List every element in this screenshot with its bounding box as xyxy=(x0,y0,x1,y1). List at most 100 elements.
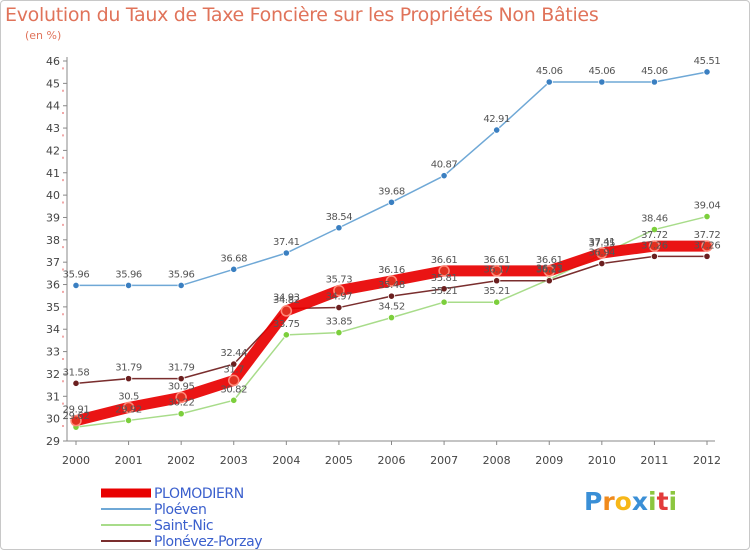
data-label-saint-nic: 38.46 xyxy=(641,214,668,225)
data-point-saint-nic xyxy=(387,314,396,322)
data-point-plomodiern xyxy=(228,374,240,387)
y-tick-label: 42 xyxy=(46,144,60,157)
data-point-plonevez-porzay xyxy=(387,292,396,300)
y-tick-label: 44 xyxy=(46,100,60,113)
y-tick-label: 41 xyxy=(46,167,60,180)
proxiti-logo: Proxiti xyxy=(584,487,677,516)
data-label-ploeven: 35.96 xyxy=(115,269,142,280)
data-label-saint-nic: 35.21 xyxy=(483,286,510,297)
data-label-plonevez-porzay: 36.94 xyxy=(589,248,616,259)
legend-label-plomodiern: PLOMODIERN xyxy=(154,486,244,502)
data-label-plonevez-porzay: 35.81 xyxy=(431,273,458,284)
data-label-ploeven: 45.06 xyxy=(589,66,616,77)
data-point-plonevez-porzay xyxy=(650,252,659,260)
data-point-plomodiern xyxy=(70,414,82,427)
data-point-ploeven xyxy=(387,198,396,206)
logo-letter: r xyxy=(602,487,615,516)
logo-letter: P xyxy=(584,487,603,516)
data-label-plomodiern: 35.73 xyxy=(326,275,353,286)
data-point-plomodiern xyxy=(438,265,450,277)
data-point-saint-nic xyxy=(650,225,659,234)
data-point-plomodiern xyxy=(280,305,293,317)
data-label-plomodiern: 37.72 xyxy=(641,230,668,241)
logo-letter: o xyxy=(614,487,632,516)
data-label-plonevez-porzay: 36.17 xyxy=(483,265,510,276)
data-label-plonevez-porzay: 34.93 xyxy=(273,292,300,303)
data-point-plonevez-porzay xyxy=(598,259,606,268)
data-point-plomodiern xyxy=(596,247,608,259)
data-label-saint-nic: 33.75 xyxy=(273,319,300,330)
data-label-ploeven: 35.96 xyxy=(63,269,90,280)
y-tick-label: 40 xyxy=(46,189,60,202)
data-point-plomodiern xyxy=(648,240,661,252)
x-tick-label: 2000 xyxy=(62,454,90,467)
data-point-plonevez-porzay xyxy=(493,277,501,285)
data-label-ploeven: 39.68 xyxy=(378,186,405,197)
data-point-ploeven xyxy=(545,78,553,86)
data-point-plonevez-porzay xyxy=(72,379,80,387)
y-tick-label: 35 xyxy=(46,301,60,314)
chart-title: Evolution du Taux de Taxe Foncière sur l… xyxy=(5,4,599,26)
data-label-plonevez-porzay: 35.48 xyxy=(378,280,405,291)
y-tick-label: 31 xyxy=(46,390,60,403)
data-point-plomodiern xyxy=(333,284,345,297)
data-label-ploeven: 37.41 xyxy=(273,237,300,248)
data-point-ploeven xyxy=(493,126,501,134)
data-label-plomodiern: 36.61 xyxy=(536,255,563,266)
x-tick-label: 2003 xyxy=(220,454,248,467)
x-tick-label: 2002 xyxy=(167,454,195,467)
y-tick-label: 43 xyxy=(46,122,60,135)
y-tick-label: 29 xyxy=(46,435,60,448)
x-tick-label: 2008 xyxy=(483,454,511,467)
data-point-plonevez-porzay xyxy=(230,360,238,368)
data-label-saint-nic: 35.21 xyxy=(431,286,458,297)
data-label-plomodiern: 30.5 xyxy=(118,391,139,402)
data-point-ploeven xyxy=(72,281,80,290)
data-point-saint-nic xyxy=(282,331,290,339)
data-point-plonevez-porzay xyxy=(545,277,553,285)
data-label-plomodiern: 31.7 xyxy=(223,364,244,375)
data-point-plonevez-porzay xyxy=(177,375,185,383)
data-point-saint-nic xyxy=(124,416,133,425)
data-point-plonevez-porzay xyxy=(703,252,711,260)
data-point-saint-nic xyxy=(177,410,185,418)
data-point-plomodiern xyxy=(122,401,135,414)
x-tick-label: 2006 xyxy=(378,454,406,467)
data-point-ploeven xyxy=(440,172,448,180)
data-label-saint-nic: 29.92 xyxy=(115,404,142,415)
data-point-ploeven xyxy=(230,265,238,273)
data-label-plomodiern: 29.91 xyxy=(63,405,90,416)
data-point-plonevez-porzay xyxy=(124,375,133,383)
data-label-plomodiern: 37.72 xyxy=(694,230,721,241)
data-label-saint-nic: 39.04 xyxy=(694,201,721,212)
data-label-ploeven: 42.91 xyxy=(483,114,510,125)
data-label-plomodiern: 30.95 xyxy=(168,381,195,392)
legend-label-ploeven: Ploéven xyxy=(154,502,206,518)
data-label-plonevez-porzay: 31.79 xyxy=(115,363,142,374)
y-tick-label: 30 xyxy=(46,413,60,426)
x-tick-label: 2012 xyxy=(693,454,721,467)
y-tick-label: 34 xyxy=(46,323,60,336)
unit-label: (en %) xyxy=(25,29,62,42)
x-tick-label: 2009 xyxy=(535,454,563,467)
data-label-saint-nic: 36.23 xyxy=(536,263,563,274)
data-label-plomodiern: 36.61 xyxy=(483,255,510,266)
y-tick-label: 32 xyxy=(46,368,60,381)
data-point-plonevez-porzay xyxy=(335,303,343,312)
data-point-ploeven xyxy=(335,224,343,232)
data-label-plomodiern: 37.41 xyxy=(589,237,616,248)
data-label-ploeven: 45.51 xyxy=(694,56,721,67)
data-label-ploeven: 36.68 xyxy=(220,253,247,264)
data-point-ploeven xyxy=(124,281,133,290)
data-label-plonevez-porzay: 31.58 xyxy=(63,367,90,378)
data-point-ploeven xyxy=(282,249,290,257)
data-point-plomodiern xyxy=(490,265,503,277)
data-point-plomodiern xyxy=(543,265,555,277)
legend-label-plonevez-porzay: Plonévez-Porzay xyxy=(154,534,262,550)
data-label-saint-nic: 30.82 xyxy=(220,384,247,395)
data-point-saint-nic xyxy=(703,212,711,221)
data-point-saint-nic xyxy=(440,298,448,306)
data-label-plonevez-porzay: 31.79 xyxy=(168,363,195,374)
y-tick-label: 39 xyxy=(46,211,60,224)
data-point-ploeven xyxy=(650,78,659,86)
